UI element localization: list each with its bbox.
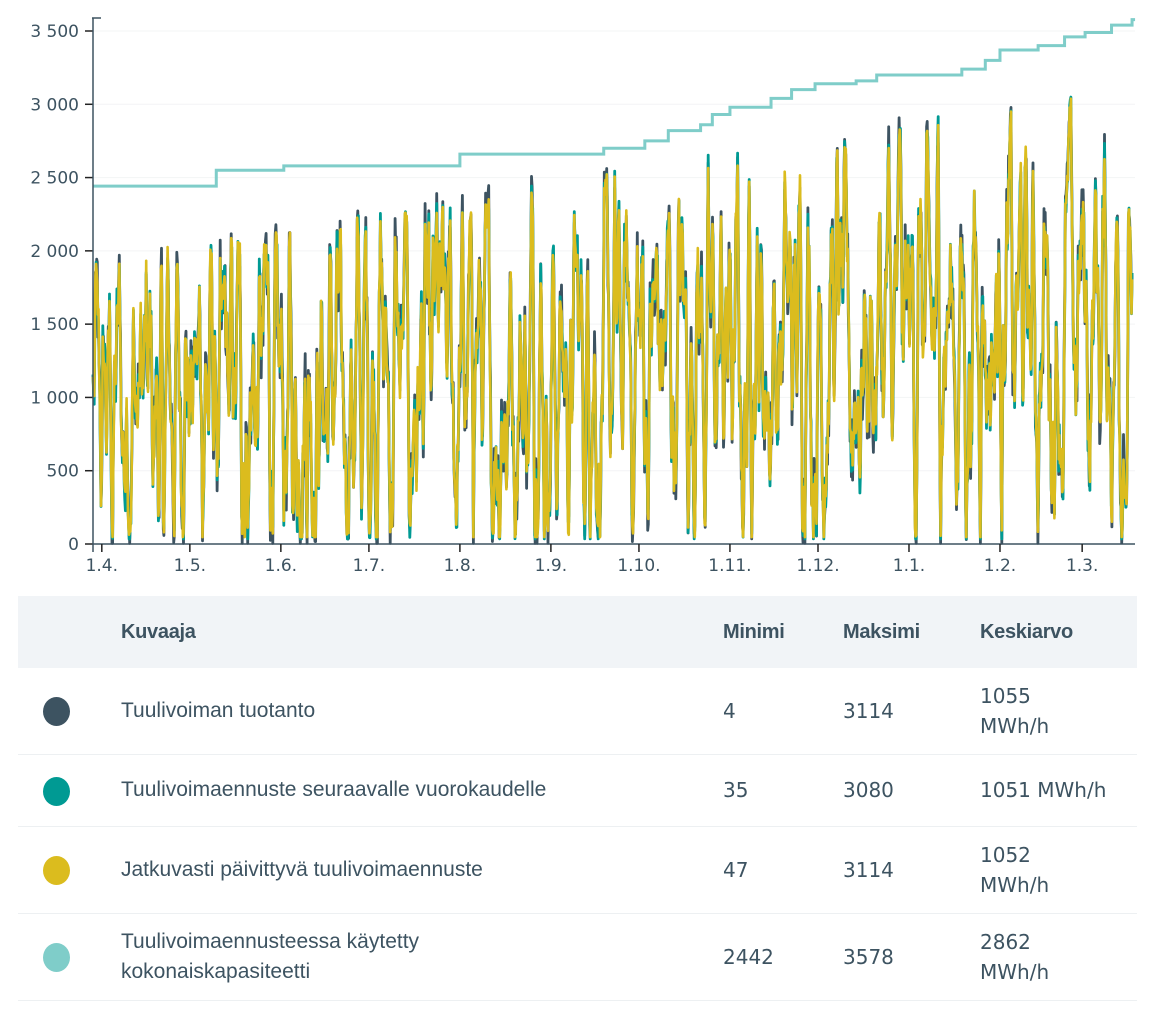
table-row[interactable]: Tuulivoimaennusteessa käytetty kokonaisk… xyxy=(18,913,1137,1001)
series-min: 4 xyxy=(722,668,842,755)
x-tick-label: 1.8. xyxy=(444,556,476,576)
series-mean: 2862 MWh/h xyxy=(980,929,1050,984)
y-tick-label: 0 xyxy=(68,535,79,555)
series-mean: 1052 MWh/h xyxy=(980,842,1050,897)
header-max: Maksimi xyxy=(843,620,920,643)
x-tick-label: 1.5. xyxy=(174,556,206,576)
x-tick-label: 1.11. xyxy=(708,556,751,576)
y-tick-label: 1 000 xyxy=(30,388,79,408)
series-color-dot[interactable] xyxy=(43,697,70,727)
x-tick-label: 1.9. xyxy=(535,556,567,576)
series-mean: 1055 MWh/h xyxy=(980,683,1050,738)
axes: 0 500 1 000 1 500 2 000 2 500 3 000 3 500 1.4. 1.… xyxy=(30,17,1135,576)
series-color-dot[interactable] xyxy=(43,856,70,885)
x-tick-label: 1.3. xyxy=(1066,556,1098,576)
x-tick-label: 1.7. xyxy=(353,556,385,576)
header-min: Minimi xyxy=(723,620,785,643)
x-tick-label: 1.2. xyxy=(984,556,1016,576)
y-tick-label: 1 500 xyxy=(30,315,79,335)
series-mean: 1051 MWh/h xyxy=(980,778,1107,802)
series-color-dot[interactable] xyxy=(43,943,70,972)
series-stats-table: Kuvaaja Minimi Maksimi Keskiarvo Tuulivo… xyxy=(18,596,1137,1001)
series-max: 3114 xyxy=(842,668,979,755)
series-min: 2442 xyxy=(722,913,842,1001)
y-tick-label: 500 xyxy=(47,462,79,482)
y-tick-label: 3 000 xyxy=(30,95,79,115)
chart-svg: 0 500 1 000 1 500 2 000 2 500 3 000 3 500 1.4. 1.… xyxy=(30,17,1136,576)
x-tick-label: 1.12. xyxy=(796,556,839,576)
x-tick-label: 1.6. xyxy=(265,556,297,576)
header-mean: Keskiarvo xyxy=(980,620,1073,643)
header-dot-col xyxy=(18,596,120,668)
series-line-capacity xyxy=(93,18,1136,188)
series-min: 47 xyxy=(722,826,842,914)
wind-power-chart: 0 500 1 000 1 500 2 000 2 500 3 000 3 500 1.4. 1.… xyxy=(30,17,1136,576)
y-tick-label: 2 000 xyxy=(30,242,79,262)
series-name: Tuulivoiman tuotanto xyxy=(120,668,722,755)
series-name: Tuulivoimaennusteessa käytetty kokonaisk… xyxy=(121,929,420,983)
y-tick-label: 2 500 xyxy=(30,169,79,189)
series-min: 35 xyxy=(722,754,842,827)
header-series: Kuvaaja xyxy=(121,620,196,643)
x-tick-label: 1.10. xyxy=(617,556,660,576)
y-tick-label: 3 500 xyxy=(30,22,79,42)
series-name: Tuulivoimaennuste seuraavalle vuorokaude… xyxy=(120,754,722,827)
series-max: 3080 xyxy=(842,754,979,827)
table-row[interactable]: Jatkuvasti päivittyvä tuulivoimaennuste … xyxy=(18,826,1137,914)
series-lines xyxy=(91,18,1136,545)
series-color-dot[interactable] xyxy=(43,776,70,806)
series-name: Jatkuvasti päivittyvä tuulivoimaennuste xyxy=(120,826,722,914)
table-row[interactable]: Tuulivoimaennuste seuraavalle vuorokaude… xyxy=(18,754,1137,827)
table-row[interactable]: Tuulivoiman tuotanto 4 3114 1055 MWh/h xyxy=(18,668,1137,755)
series-max: 3114 xyxy=(842,826,979,914)
series-max: 3578 xyxy=(842,913,979,1001)
x-tick-label: 1.1. xyxy=(893,556,925,576)
table-header-row: Kuvaaja Minimi Maksimi Keskiarvo xyxy=(18,596,1137,668)
x-tick-label: 1.4. xyxy=(86,556,118,576)
series-line-3 xyxy=(91,97,1134,539)
